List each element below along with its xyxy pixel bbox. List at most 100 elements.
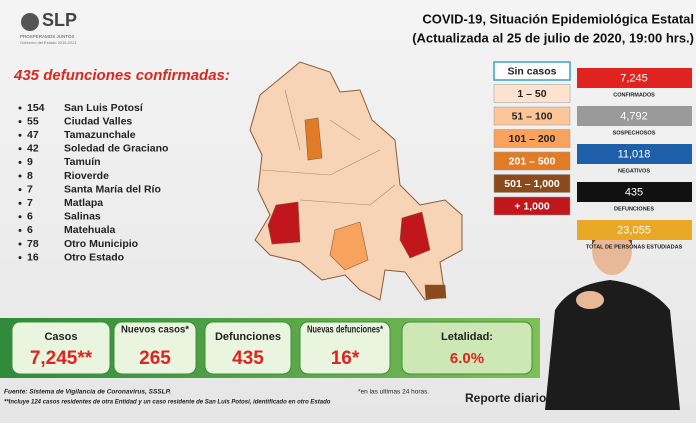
legend-label: 1 – 50 (517, 88, 546, 100)
subtitle: (Actualizada al 25 de julio de 2020, 19:… (412, 30, 694, 45)
summary-box (401, 321, 533, 375)
summary-value: 6.0% (450, 350, 484, 367)
stat-value: 23,055 (617, 224, 651, 236)
legend-label: 101 – 200 (509, 133, 556, 145)
interpreter-hands (576, 291, 604, 309)
interpreter-body (545, 280, 680, 410)
logo-icon (21, 13, 39, 31)
municipality-name: Santa María del Río (64, 183, 161, 195)
stat-box (577, 68, 692, 88)
stat-label: SOSPECHOSOS (613, 130, 656, 136)
death-count: 8 (27, 170, 33, 182)
deaths-heading: 435 defunciones confirmadas: (13, 67, 230, 84)
footer-report: Reporte diario (465, 391, 546, 405)
summary-value: 7,245** (30, 348, 93, 369)
municipality (399, 211, 431, 259)
legend-label: 501 – 1,000 (504, 178, 560, 190)
municipality-name: Otro Estado (64, 251, 124, 263)
summary-box (11, 321, 111, 375)
logo-slogan: PROSPERAMOS JUNTOS (20, 34, 74, 39)
stat-label: CONFIRMADOS (613, 92, 655, 98)
bullet (18, 120, 22, 124)
stat-label: TOTAL DE PERSONAS ESTUDIADAS (586, 244, 683, 250)
death-count: 16 (27, 251, 39, 263)
death-count: 154 (27, 102, 45, 114)
municipal-borders (261, 89, 396, 206)
death-count: 47 (27, 129, 39, 141)
summary-label: Nuevas defunciones* (307, 325, 383, 336)
municipality-name: Tamuín (64, 156, 101, 168)
summary-value: 265 (139, 348, 171, 369)
legend-swatch (493, 106, 571, 126)
municipality-name: Rioverde (64, 170, 109, 182)
stat-value: 435 (625, 186, 643, 198)
footer-period: *en las ultimas 24 horas. (358, 389, 429, 396)
municipality-name: Matehuala (64, 224, 116, 236)
municipality-name: Soledad de Graciano (64, 143, 168, 155)
stat-label: NEGATIVOS (618, 168, 650, 174)
summary-value: 16* (331, 348, 360, 369)
legend-swatch (493, 196, 571, 216)
death-count: 7 (27, 197, 33, 209)
bullet (18, 160, 22, 164)
death-count: 6 (27, 211, 33, 223)
summary-label: Nuevos casos* (121, 325, 189, 336)
summary-label: Letalidad: (441, 331, 493, 343)
summary-box (113, 321, 197, 375)
summary-box (299, 321, 391, 375)
bullet (18, 242, 22, 246)
death-count: 9 (27, 156, 33, 168)
stat-box (577, 106, 692, 126)
municipality (329, 221, 369, 271)
stat-value: 4,792 (620, 110, 648, 122)
summary-box (204, 321, 292, 375)
legend-label: + 1,000 (514, 200, 549, 212)
stat-box (577, 182, 692, 202)
map (249, 61, 463, 301)
stat-value: 7,245 (620, 72, 648, 84)
bullet (18, 215, 22, 219)
summary-label: Defunciones (215, 331, 281, 343)
legend-swatch (493, 61, 571, 81)
municipality-name: Matlapa (64, 197, 103, 209)
legend-label: 201 – 500 (509, 155, 556, 167)
death-count: 7 (27, 183, 33, 195)
stat-value: 11,018 (618, 148, 651, 160)
death-count: 78 (27, 238, 39, 250)
bullet (18, 133, 22, 137)
bullet (18, 256, 22, 260)
footer-source: Fuente: Sistema de Vigilancia de Coronav… (4, 389, 171, 396)
bullet (18, 106, 22, 110)
logo-mark: SLP (42, 10, 77, 30)
bullet (18, 201, 22, 205)
death-count: 55 (27, 115, 39, 127)
municipality-name: San Luis Potosí (64, 102, 144, 114)
municipality (304, 117, 323, 161)
logo: SLP PROSPERAMOS JUNTOS Gobierno del Esta… (20, 10, 77, 45)
content: 154 San Luis Potosí 55 Ciudad Valles 47 Tamaz… (4, 61, 692, 406)
summary-value: 435 (232, 348, 264, 369)
legend-swatch (493, 151, 571, 171)
municipality-name: Tamazunchale (64, 129, 136, 141)
municipality (267, 201, 301, 245)
stat-box (577, 144, 692, 164)
stat-box (577, 220, 692, 240)
legend-label: Sin casos (507, 65, 556, 77)
municipality-name: Ciudad Valles (64, 115, 132, 127)
footer-note: **Incluye 124 casos residentes de otra E… (4, 400, 331, 406)
legend-swatch (493, 84, 571, 103)
stat-label: DEFUNCIONES (614, 206, 654, 212)
death-count: 42 (27, 143, 39, 155)
legend-label: 51 – 100 (512, 110, 553, 122)
bullet (18, 188, 22, 192)
municipality-name: Salinas (64, 211, 101, 223)
title: COVID-19, Situación Epidemiológica Estat… (422, 11, 694, 26)
bullet (18, 174, 22, 178)
logo-government: Gobierno del Estado 2015-2021 (20, 40, 77, 45)
municipality-name: Otro Municipio (64, 238, 138, 250)
summary-label: Casos (44, 331, 77, 343)
legend-swatch (493, 174, 571, 193)
municipality (424, 284, 447, 300)
bullet (18, 228, 22, 232)
